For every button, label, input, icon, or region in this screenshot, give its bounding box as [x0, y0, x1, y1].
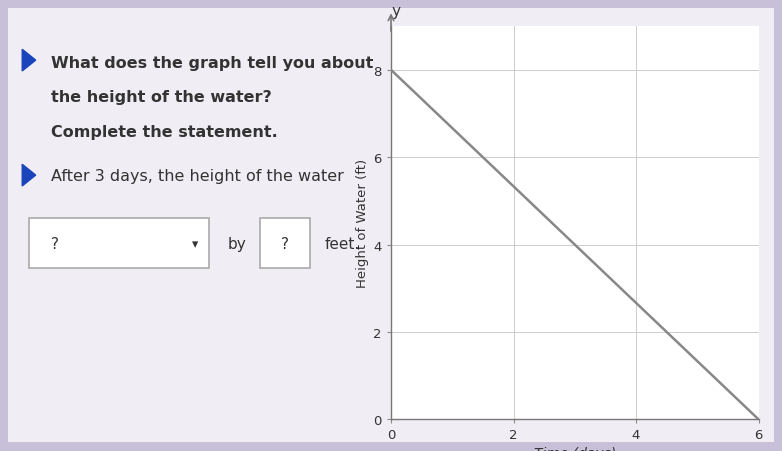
X-axis label: Time (days): Time (days): [533, 446, 616, 451]
Y-axis label: Height of Water (ft): Height of Water (ft): [357, 159, 369, 288]
Text: Complete the statement.: Complete the statement.: [51, 125, 278, 140]
Text: by: by: [228, 236, 246, 251]
Text: feet.: feet.: [325, 236, 360, 251]
Text: y: y: [391, 4, 400, 19]
Text: After 3 days, the height of the water: After 3 days, the height of the water: [51, 168, 344, 183]
Text: What does the graph tell you about: What does the graph tell you about: [51, 55, 373, 71]
Text: ?: ?: [281, 236, 289, 251]
Polygon shape: [22, 165, 36, 187]
Text: the height of the water?: the height of the water?: [51, 90, 271, 105]
Text: ?: ?: [51, 236, 59, 251]
FancyBboxPatch shape: [30, 219, 210, 269]
Text: ▾: ▾: [192, 237, 198, 250]
FancyBboxPatch shape: [260, 219, 310, 269]
Polygon shape: [22, 50, 36, 72]
